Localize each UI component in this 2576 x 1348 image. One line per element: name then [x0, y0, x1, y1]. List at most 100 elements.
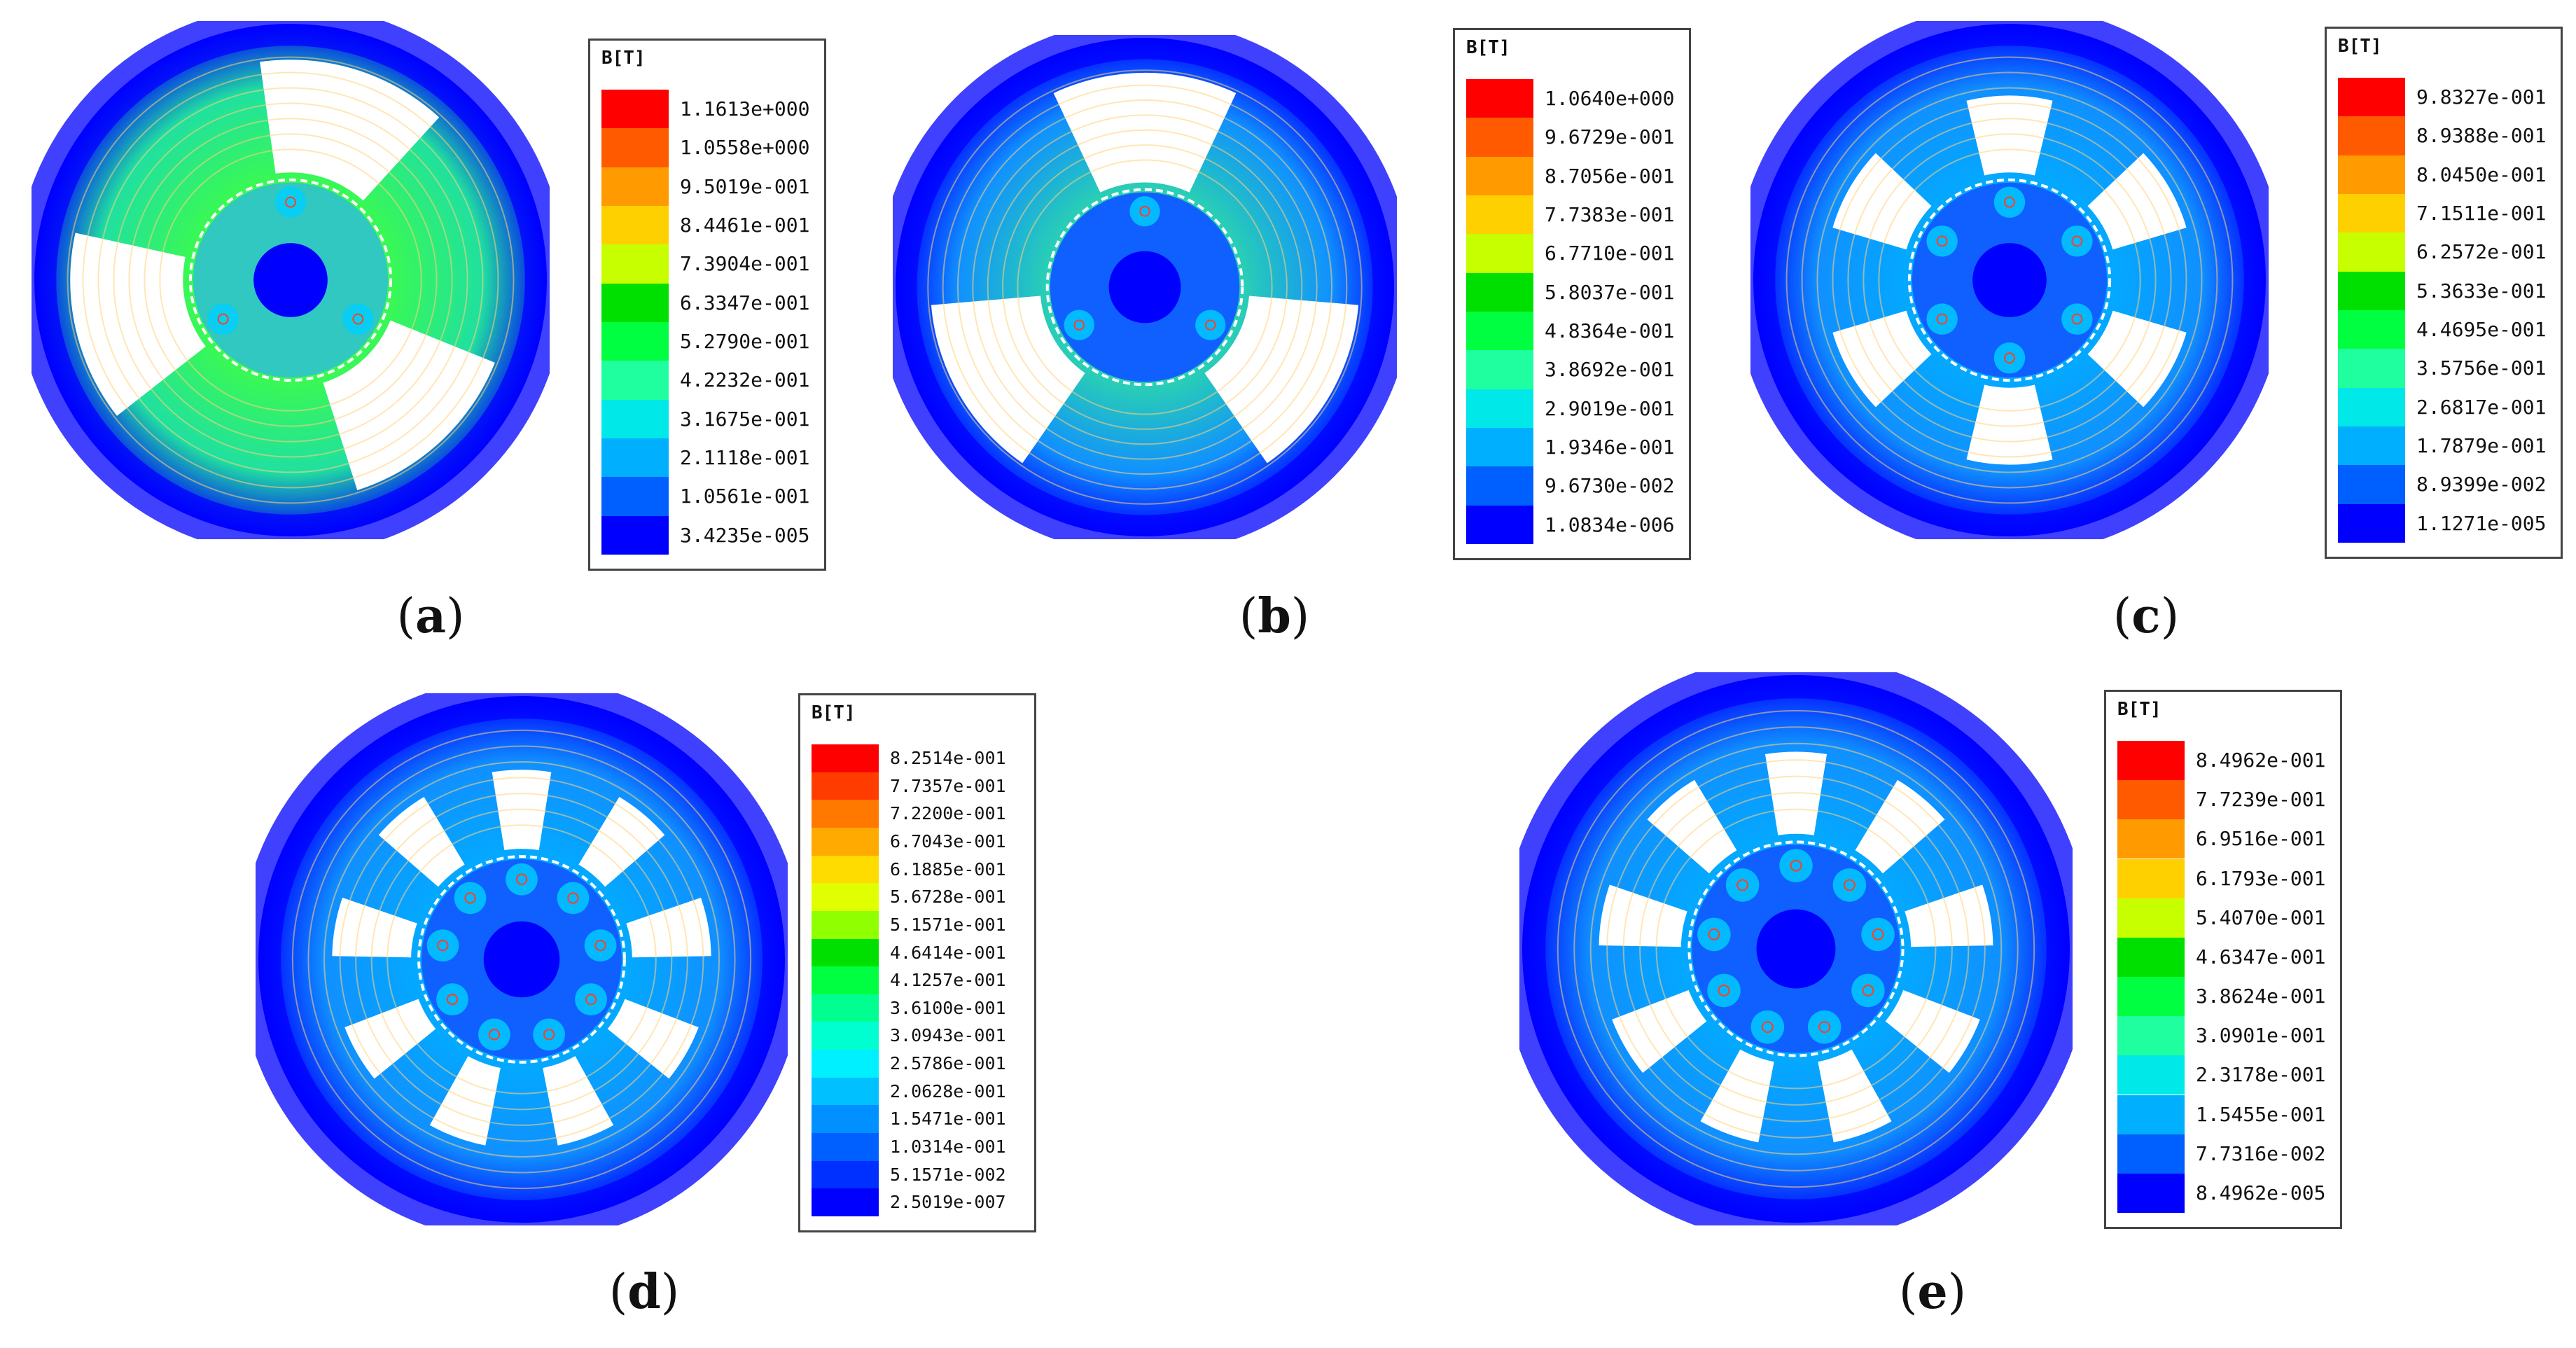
flux-concentration-spot: [2071, 235, 2083, 247]
rotor-shaft: [253, 243, 328, 317]
legend-value: 5.3633e-001: [2416, 279, 2547, 303]
stator-slot: [1764, 751, 1827, 835]
flux-contour-line: [1785, 56, 2234, 504]
flux-contour-line: [1589, 742, 2003, 1155]
legend-entry: 2.3178e-001: [2117, 1055, 2333, 1095]
rotor-pole: [274, 186, 307, 218]
legend-entry: 1.9346e-001: [1466, 428, 1682, 467]
legend-entry: 4.1257e-001: [812, 966, 1027, 994]
legend-value: 3.8692e-001: [1545, 358, 1675, 382]
legend-swatch: [1466, 195, 1533, 235]
legend-entry: 5.6728e-001: [812, 883, 1027, 911]
legend-entry: 8.0450e-001: [2338, 155, 2554, 194]
legend-swatch: [601, 399, 669, 438]
legend-value: 8.9388e-001: [2416, 124, 2547, 148]
legend-value: 2.3178e-001: [2196, 1063, 2326, 1087]
rotor-pole: [1832, 868, 1867, 902]
rotor-pole: [1195, 310, 1226, 340]
legend-swatch: [601, 244, 669, 284]
legend-swatch: [2117, 1016, 2185, 1056]
legend-entry: 3.0901e-001: [2117, 1016, 2333, 1056]
legend-entry: 5.4070e-001: [2117, 898, 2333, 938]
flux-contour-line: [82, 71, 499, 489]
rotor-pole: [2061, 225, 2093, 257]
legend-entry: 8.4962e-001: [2117, 741, 2333, 781]
flux-contour-line: [339, 777, 704, 1142]
legend-swatch: [601, 206, 669, 245]
legend-entry: 5.2790e-001: [601, 322, 817, 361]
flux-contour-line: [97, 87, 484, 473]
legend-swatch: [1466, 505, 1533, 544]
legend-entry: 1.5455e-001: [2117, 1095, 2333, 1134]
flux-concentration-spot: [217, 313, 229, 325]
legend-entry: 7.2200e-001: [812, 800, 1027, 828]
legend-entry: 2.5019e-007: [812, 1188, 1027, 1216]
rotor-pole: [1807, 1010, 1842, 1044]
legend-value: 1.5471e-001: [890, 1109, 1006, 1130]
air-gap-boundary: [417, 855, 626, 1064]
legend-swatch: [601, 438, 669, 478]
stator-yoke: [1519, 672, 2073, 1225]
stator-yoke: [256, 693, 788, 1225]
legend-swatch: [812, 1022, 879, 1050]
legend-value: 3.6100e-001: [890, 997, 1006, 1018]
legend-entry: 8.2514e-001: [812, 744, 1027, 772]
flux-contour-line: [927, 69, 1363, 505]
flux-contour-line: [307, 745, 736, 1174]
legend-entry: 5.1571e-002: [812, 1160, 1027, 1189]
legend-title: B[T]: [1466, 37, 1510, 58]
legend-value: 7.1511e-001: [2416, 202, 2547, 225]
legend-swatch: [2338, 116, 2405, 155]
flux-concentration-spot: [488, 1029, 501, 1041]
legend-entry: 7.7316e-002: [2117, 1134, 2333, 1174]
legend-swatch: [601, 283, 669, 322]
rotor-pole: [1926, 303, 1958, 335]
figure-panel-e: B[T] 8.4962e-001 7.7239e-001 6.9516e-001 6.1…: [1288, 672, 2576, 1348]
legend-entry: 9.6729e-001: [1466, 118, 1682, 157]
rotor-pole: [478, 1018, 510, 1051]
legend-entry: 6.1885e-001: [812, 855, 1027, 884]
legend-entry: 6.7710e-001: [1466, 234, 1682, 273]
legend-value: 4.8364e-001: [1545, 319, 1675, 342]
flux-contour-line: [291, 729, 752, 1190]
stator-slot: [1966, 95, 2053, 176]
flux-concentration-spot: [2071, 313, 2083, 325]
flux-concentration-spot: [1073, 319, 1085, 331]
legend-value: 8.0450e-001: [2416, 162, 2547, 186]
flux-contour-line: [957, 99, 1332, 475]
rotor-pole: [1064, 310, 1094, 340]
legend-value: 2.1118e-001: [680, 446, 810, 469]
legend-swatch: [2117, 937, 2185, 977]
legend-value: 3.1675e-001: [680, 407, 810, 431]
legend-entry: 8.4461e-001: [601, 206, 817, 245]
flux-concentration-spot: [594, 940, 606, 952]
legend-value: 6.9516e-001: [2196, 827, 2326, 851]
legend-entry: 1.0561e-001: [601, 477, 817, 516]
legend-entry: 5.3633e-001: [2338, 271, 2554, 310]
legend-swatch: [601, 515, 669, 555]
legend-value: 1.0558e+000: [680, 136, 810, 160]
legend-entry: 9.5019e-001: [601, 167, 817, 206]
legend-entry: 7.7239e-001: [2117, 780, 2333, 820]
legend-entry: 5.8037e-001: [1466, 272, 1682, 312]
legend-swatch: [2117, 1055, 2185, 1095]
legend-swatch: [812, 966, 879, 994]
legend-entry: 7.7383e-001: [1466, 195, 1682, 235]
legend-entry: 8.7056e-001: [1466, 156, 1682, 195]
flux-concentration-spot: [1843, 879, 1856, 891]
rotor-pole: [1926, 225, 1958, 257]
flux-contour-line: [1622, 775, 1970, 1123]
legend-value: 6.1885e-001: [890, 859, 1006, 880]
flux-concentration-spot: [1708, 928, 1720, 940]
legend-entry: 3.6100e-001: [812, 994, 1027, 1022]
rotor-pole: [1779, 849, 1813, 882]
flux-concentration-spot: [1872, 928, 1884, 940]
rotor-pole: [426, 929, 459, 962]
flux-concentration-spot: [1790, 859, 1802, 872]
legend-swatch: [1466, 389, 1533, 428]
flux-concentration-spot: [1718, 985, 1730, 996]
stator-slot: [931, 296, 1085, 464]
stator-slot: [1053, 72, 1237, 193]
legend-entry: 4.6347e-001: [2117, 937, 2333, 977]
flux-legend-c: B[T] 9.8327e-001 8.9388e-001 8.0450e-001 7.1…: [2325, 27, 2563, 559]
